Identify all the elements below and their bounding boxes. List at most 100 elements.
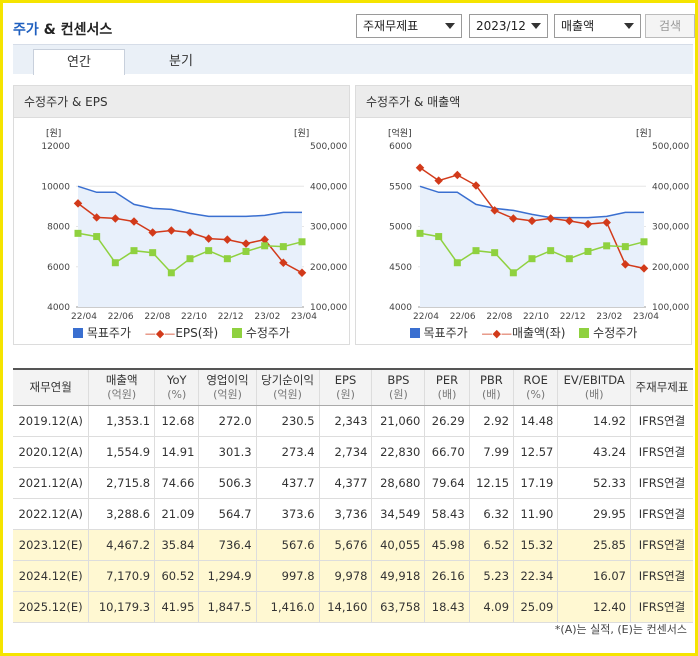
table-cell: 52.33 [557,467,631,499]
table-cell: 301.3 [198,436,257,468]
search-button[interactable]: 검색 [645,14,695,38]
adjusted-price-point [149,249,157,257]
table-header-row: 재무연월 매출액 (억원) YoY (%) 영업이익 (억원) 당기순이익 (억원) EPS (원)… [13,368,693,406]
table-cell: 3,736 [318,498,372,530]
table-cell: 736.4 [198,529,257,561]
table-cell: 43.24 [557,436,631,468]
x-tick-label: 22/06 [108,312,134,319]
adjusted-price-point [491,249,499,257]
column-label: PBR [479,372,503,387]
column-label: BPS [387,372,410,387]
table-cell: 272.0 [198,405,257,437]
adjusted-price-point [640,238,648,246]
table-cell: 1,353.1 [88,405,155,437]
y-tick-label: 8000 [47,223,70,233]
adjusted-price-point [111,259,119,267]
table-cell: 273.4 [255,436,320,468]
chart-title: 수정주가 & 매출액 [356,86,691,118]
table-cell: 12.57 [513,436,558,468]
metric-select[interactable]: 매출액 [554,14,641,38]
adjusted-price-point [528,255,536,263]
table-cell: 18.43 [424,591,470,623]
column-unit: (%) [526,387,546,401]
table-cell: 14,160 [318,591,372,623]
table-cell: 2,715.8 [88,467,155,499]
column-unit: (%) [167,387,187,401]
chart-title: 수정주가 & EPS [14,86,349,118]
table-cell: IFRS연결 [629,560,693,592]
statement-select[interactable]: 주재무제표 [356,14,462,38]
y2-tick-label: 400,000 [310,182,347,192]
diamond-icon: —◆— [144,327,176,340]
table-cell: 3,288.6 [88,498,155,530]
table-cell: IFRS연결 [629,436,693,468]
red-series-point [111,214,120,223]
column-header: 매출액 (억원) [88,368,155,406]
column-unit: (억원) [273,387,302,401]
table-cell: 6.52 [468,529,514,561]
legend-item: 수정주가 [579,326,637,340]
square-icon [409,328,420,338]
column-header: EV/EBITDA (배) [557,368,631,406]
right-axis-unit: [원] [294,128,309,139]
red-series-point [490,206,499,215]
table-cell: 7.99 [468,436,514,468]
red-series-point [415,163,425,172]
column-header: BPS (원) [371,368,425,406]
column-unit: (배) [437,387,457,401]
table-cell: 2019.12(A) [13,405,89,437]
legend-item: 목표주가 [409,326,468,340]
y2-tick-label: 500,000 [310,142,347,152]
table-cell: IFRS연결 [629,467,693,499]
column-label: 주재무제표 [635,380,689,395]
table-cell: 12.15 [468,467,514,499]
column-label: EPS [334,372,357,387]
table-cell: 17.19 [513,467,558,499]
legend-item: 목표주가 [73,326,131,340]
chart-price-eps: 수정주가 & EPS [원] [원] 12000 500,000 10000 400,00… [13,85,350,345]
y2-tick-label: 500,000 [652,142,689,152]
column-header: 재무연월 [13,368,89,406]
tab-annual[interactable]: 연간 [33,49,125,75]
red-series-point [129,217,139,226]
diamond-icon: —◆— [481,327,512,340]
y2-tick-label: 400,000 [652,182,689,192]
table-row: 2021.12(A) 2,715.8 74.66 506.3 437.7 4,377 28,… [13,467,693,499]
table-cell: 15.32 [513,529,558,561]
table-cell: IFRS연결 [629,529,693,561]
tab-quarterly[interactable]: 분기 [169,54,193,69]
adjusted-price-point [584,247,592,255]
legend-item: —◆—EPS(좌) [144,326,219,340]
table-cell: 2.92 [468,405,514,437]
adjusted-price-point [547,247,555,255]
red-series-point [565,216,574,226]
column-header: 당기순이익 (억원) [255,368,320,406]
table-cell: 230.5 [255,405,320,437]
top-bar: 주가 & 컨센서스 주재무제표 2023/12 매출액 검색 [13,13,695,41]
column-header: EPS (원) [318,368,372,406]
table-cell: 79.64 [424,467,470,499]
y2-tick-label: 200,000 [652,263,689,273]
table-cell: 14.91 [154,436,199,468]
period-select[interactable]: 2023/12 [469,14,548,38]
table-cell: 58.43 [424,498,470,530]
financial-table: 재무연월 매출액 (억원) YoY (%) 영업이익 (억원) 당기순이익 (억원) EPS (원)… [13,368,693,623]
adjusted-price-point [93,233,101,241]
table-cell: 437.7 [255,467,320,499]
table-row: 2024.12(E) 7,170.9 60.52 1,294.9 997.8 9,978 4… [13,560,693,592]
column-header: PER (배) [424,368,470,406]
red-series-point [260,235,269,244]
square-icon [579,328,590,338]
x-tick-label: 23/04 [291,312,317,319]
red-series-point [167,226,176,235]
column-header: PBR (배) [468,368,514,406]
left-axis-unit: [원] [46,128,61,139]
table-cell: 22,830 [371,436,425,468]
chevron-down-icon [624,23,634,29]
table-cell: 49,918 [371,560,425,592]
table-cell: 997.8 [255,560,320,592]
legend-item: —◆—매출액(좌) [481,326,566,340]
y-tick-label: 5000 [389,223,412,233]
chart-legend: 목표주가 —◆—EPS(좌) 수정주가 [14,324,349,341]
red-series-point [279,258,288,267]
